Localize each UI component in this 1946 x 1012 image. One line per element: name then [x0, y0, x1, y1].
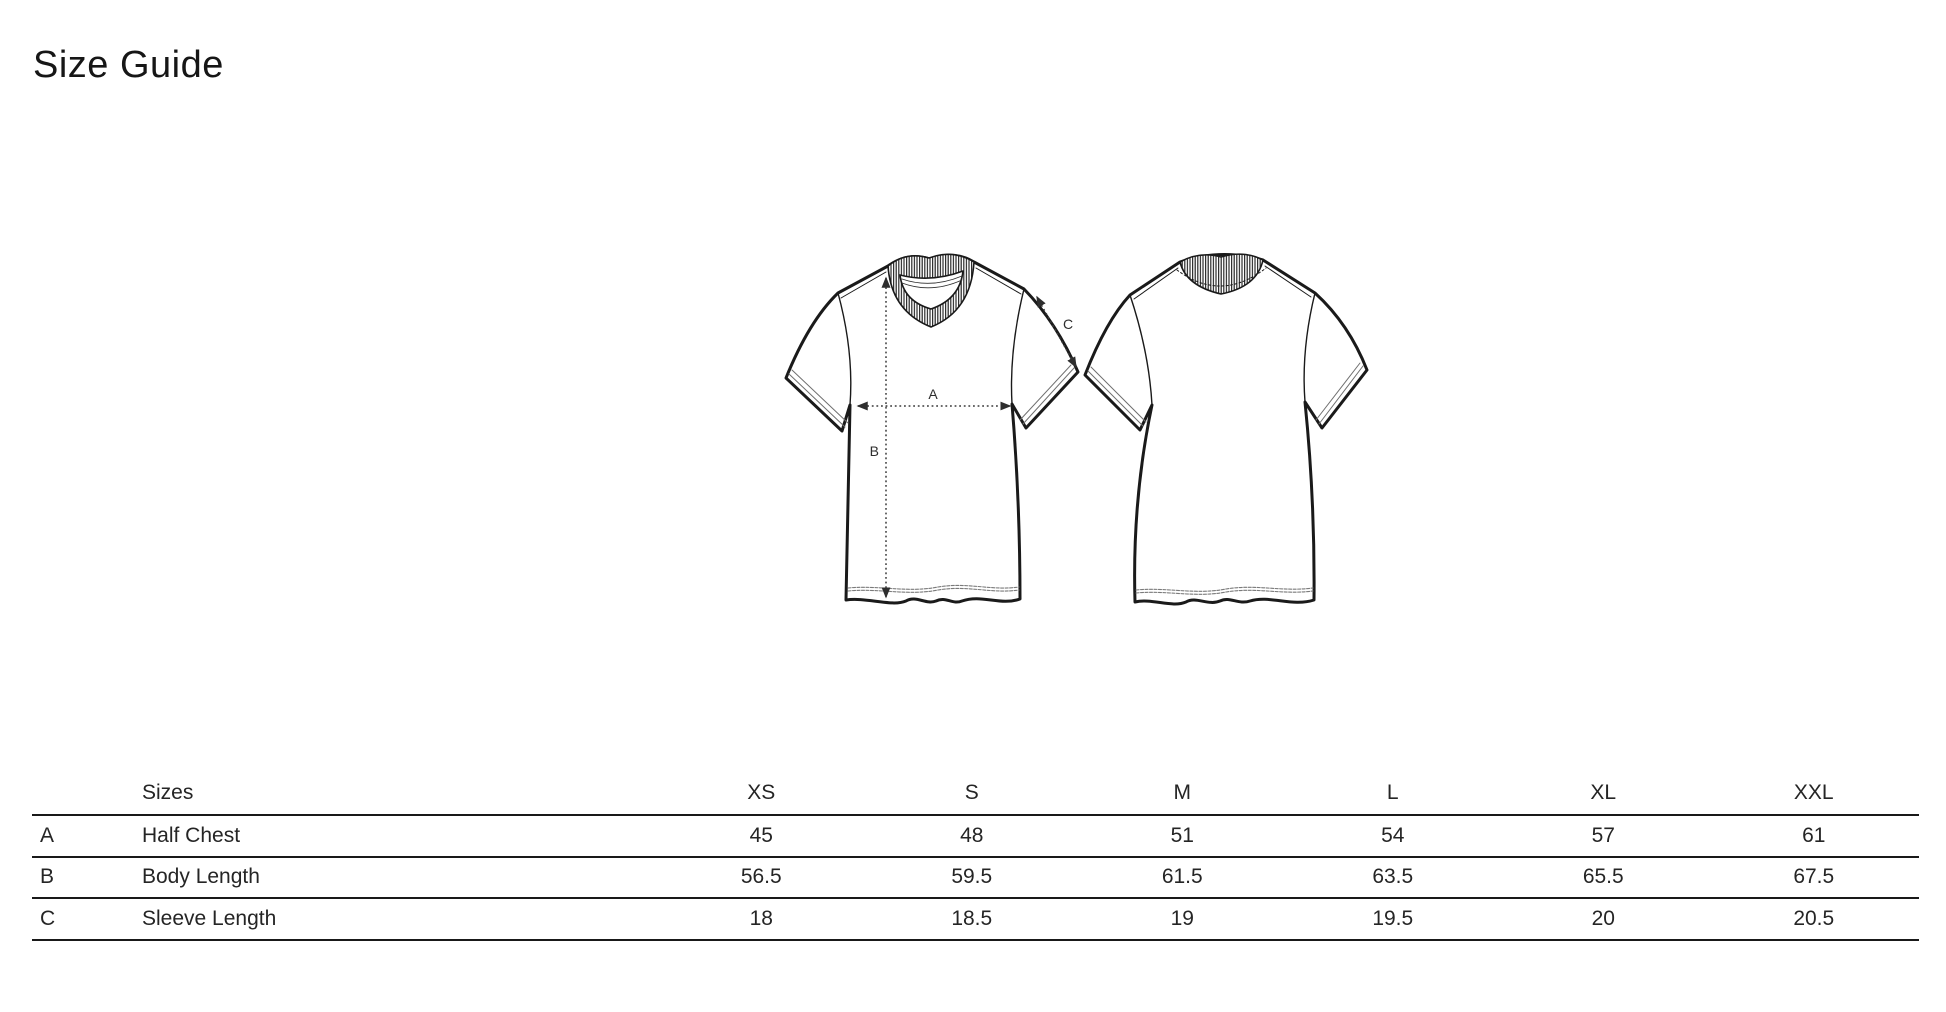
cell-value: 51 [1170, 823, 1194, 847]
measure-label-a: A [928, 386, 938, 402]
header-size-m: M [1173, 780, 1192, 804]
size-table: Sizes XS S M L XL XXL A Half Chest 45 48… [32, 771, 1919, 941]
table-row-body-length: B Body Length 56.5 59.5 61.5 63.5 65.5 6… [32, 858, 1919, 899]
cell-value: 48 [960, 823, 984, 847]
tshirt-measurement-diagram: A B C [784, 253, 1369, 606]
cell-value: 19 [1170, 906, 1194, 930]
header-size-xs: XS [747, 780, 776, 804]
cell-value: 45 [749, 823, 773, 847]
cell-value: 67.5 [1793, 865, 1835, 889]
cell-value: 19.5 [1372, 906, 1414, 930]
table-row-half-chest: A Half Chest 45 48 51 54 57 61 [32, 816, 1919, 858]
row-letter: C [40, 906, 56, 930]
header-sizes-label: Sizes [142, 780, 194, 804]
row-label: Half Chest [142, 823, 241, 847]
header-size-s: S [964, 780, 979, 804]
measure-label-b: B [870, 443, 879, 459]
cell-value: 56.5 [740, 865, 782, 889]
size-table-header-row: Sizes XS S M L XL XXL [32, 771, 1919, 816]
cell-value: 61.5 [1161, 865, 1203, 889]
row-letter: B [40, 865, 55, 889]
page-title: Size Guide [33, 44, 224, 86]
cell-value: 18 [749, 906, 773, 930]
cell-value: 61 [1802, 823, 1826, 847]
tshirt-front-drawing [784, 253, 1080, 605]
cell-value: 59.5 [951, 865, 993, 889]
cell-value: 54 [1381, 823, 1405, 847]
header-size-xl: XL [1590, 780, 1617, 804]
header-size-xxl: XXL [1793, 780, 1834, 804]
row-letter: A [40, 823, 55, 847]
tshirt-back-drawing [1083, 253, 1369, 606]
cell-value: 18.5 [951, 906, 993, 930]
header-size-l: L [1386, 780, 1399, 804]
cell-value: 65.5 [1582, 865, 1624, 889]
cell-value: 57 [1591, 823, 1615, 847]
row-label: Sleeve Length [142, 906, 277, 930]
cell-value: 20 [1591, 906, 1615, 930]
table-row-sleeve-length: C Sleeve Length 18 18.5 19 19.5 20 20.5 [32, 899, 1919, 941]
row-label: Body Length [142, 865, 260, 889]
cell-value: 63.5 [1372, 865, 1414, 889]
measure-label-c: C [1063, 316, 1073, 332]
cell-value: 20.5 [1793, 906, 1835, 930]
